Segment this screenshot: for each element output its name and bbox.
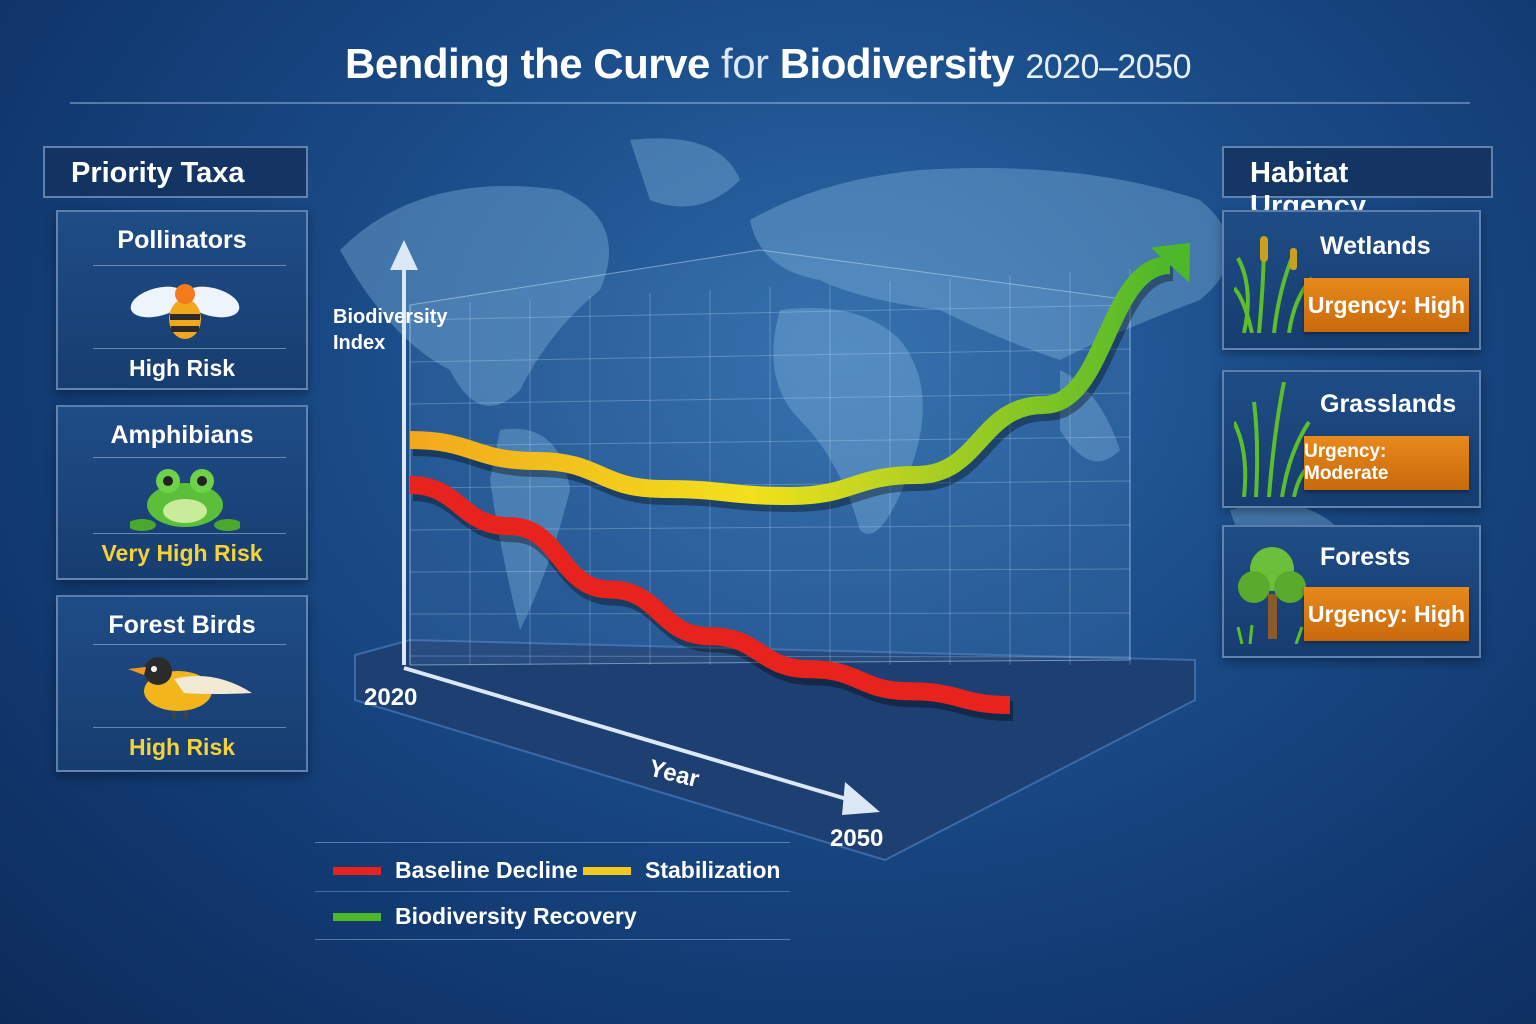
frog-icon — [130, 469, 240, 531]
reeds-icon — [1234, 236, 1314, 333]
grid-line — [409, 436, 1131, 447]
title-years: 2020–2050 — [1025, 48, 1191, 86]
legend-item-stabilization: Stabilization — [583, 857, 780, 884]
urgency-badge: Urgency: Moderate — [1304, 436, 1469, 490]
divider — [93, 727, 286, 728]
title-subject: Biodiversity — [779, 40, 1015, 87]
legend-item-recovery: Biodiversity Recovery — [333, 903, 637, 930]
bird-icon — [128, 657, 252, 719]
taxa-card-forest-birds[interactable]: Forest Birds High Risk — [56, 595, 308, 772]
divider — [93, 644, 286, 645]
habitat-card-forests[interactable]: Forests Urgency: High — [1222, 525, 1481, 658]
legend-swatch — [333, 912, 381, 921]
taxa-name: Forest Birds — [108, 611, 256, 639]
urgency-badge: Urgency: High — [1304, 278, 1469, 332]
grid-line — [409, 304, 1131, 321]
grass-icon — [1234, 382, 1314, 497]
grid-line — [409, 612, 1131, 615]
y-axis-label-line1: Biodiversity Index — [333, 306, 448, 354]
legend-label: Biodiversity Recovery — [395, 903, 637, 929]
chart-legend: Baseline Decline Stabilization Biodivers… — [315, 842, 790, 940]
grid-line — [409, 480, 1131, 489]
tree-icon — [1236, 547, 1306, 644]
risk-label: High Risk — [128, 734, 236, 760]
recovery-arrow-head — [1150, 242, 1191, 283]
habitat-name: Wetlands — [1320, 232, 1431, 260]
x-tick-2050: 2050 — [830, 825, 883, 852]
divider — [93, 457, 286, 458]
habitat-card-wetlands[interactable]: Wetlands Urgency: High — [1222, 210, 1481, 350]
habitat-name: Forests — [1320, 543, 1411, 571]
legend-label: Stabilization — [645, 857, 781, 883]
habitat-name: Grasslands — [1320, 390, 1457, 418]
taxa-card-pollinators[interactable]: Pollinators High Risk — [56, 210, 308, 390]
x-axis — [403, 666, 851, 802]
grid-line — [409, 348, 1131, 363]
legend-divider — [315, 891, 790, 892]
title-divider — [70, 102, 1470, 104]
x-tick-2020: 2020 — [364, 684, 417, 711]
page-title: Bending the Curve for Biodiversity 2020–… — [0, 40, 1536, 88]
taxa-name: Pollinators — [117, 226, 247, 254]
legend-swatch — [333, 866, 381, 875]
legend-swatch — [583, 866, 631, 875]
divider — [93, 265, 286, 266]
habitat-card-grasslands[interactable]: Grasslands Urgency: Moderate — [1222, 370, 1481, 508]
grid-line — [409, 392, 1131, 405]
legend-item-baseline: Baseline Decline — [333, 857, 578, 884]
x-axis-arrow — [842, 782, 880, 815]
grid-line — [409, 568, 1131, 573]
series-line-recovery — [409, 256, 1172, 506]
taxa-name: Amphibians — [110, 421, 254, 449]
urgency-badge: Urgency: High — [1304, 587, 1469, 641]
taxa-card-amphibians[interactable]: Amphibians Very High Risk — [56, 405, 308, 580]
risk-label: High Risk — [128, 355, 236, 381]
y-axis-arrow — [390, 240, 418, 270]
series-line-baseline-decline — [409, 476, 1011, 714]
risk-label: Very High Risk — [101, 540, 263, 566]
title-main: Bending the Curve — [344, 40, 710, 87]
bee-icon — [130, 284, 240, 339]
title-for: for — [721, 40, 769, 87]
divider — [93, 533, 286, 534]
priority-taxa-heading: Priority Taxa — [43, 146, 308, 198]
chart-back-wall — [409, 249, 1131, 666]
legend-label: Baseline Decline — [395, 857, 578, 883]
divider — [93, 348, 286, 349]
